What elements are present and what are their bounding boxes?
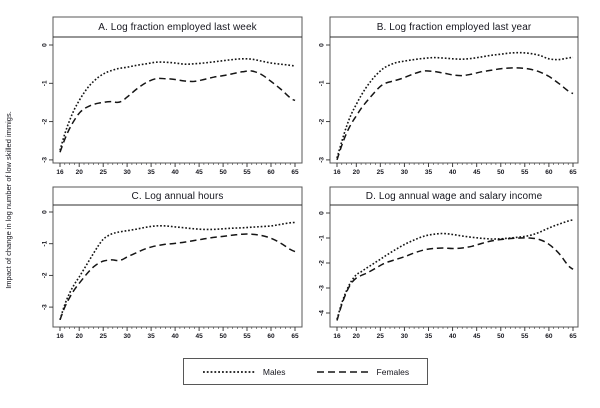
- x-tick-label: 40: [449, 169, 457, 176]
- x-tick-label: 60: [267, 333, 275, 340]
- x-tick-label: 60: [267, 169, 275, 176]
- panel-d-title: D. Log annual wage and salary income: [365, 191, 543, 202]
- x-tick-label: 35: [147, 333, 155, 340]
- females-curve-panel-c: [59, 233, 296, 321]
- x-tick-label: 50: [497, 333, 505, 340]
- x-tick-label: 16: [56, 169, 64, 176]
- panel-box: [329, 16, 579, 164]
- y-tick-label: 0: [42, 43, 49, 47]
- x-tick-label: 50: [219, 169, 227, 176]
- x-tick-label: 20: [353, 333, 361, 340]
- x-tick-label: 30: [401, 333, 409, 340]
- y-tick-label: -3: [319, 285, 326, 291]
- x-tick-label: 40: [449, 333, 457, 340]
- x-tick-label: 65: [569, 333, 577, 340]
- panel-box: [329, 186, 579, 328]
- x-tick-label: 45: [195, 169, 203, 176]
- x-tick-label: 55: [243, 169, 251, 176]
- females-curve-panel-a: [59, 70, 296, 153]
- panel-box: [52, 186, 303, 328]
- x-tick-label: 30: [401, 169, 409, 176]
- y-tick-label: -2: [319, 118, 326, 124]
- x-tick-label: 30: [123, 333, 131, 340]
- y-tick-label: -2: [42, 118, 49, 124]
- x-tick-label: 25: [100, 169, 108, 176]
- y-axis-label: Impact of change in log number of low sk…: [4, 111, 13, 289]
- legend: Males Females: [183, 358, 428, 385]
- x-tick-label: 60: [545, 333, 553, 340]
- panel-a-title: A. Log fraction employed last week: [98, 22, 257, 33]
- legend-label-females: Females: [376, 366, 410, 377]
- x-tick-label: 35: [425, 169, 433, 176]
- x-tick-label: 60: [545, 169, 553, 176]
- x-tick-label: 35: [425, 333, 433, 340]
- y-tick-label: -4: [319, 310, 326, 316]
- x-tick-label: 20: [353, 169, 361, 176]
- x-tick-label: 16: [333, 169, 341, 176]
- x-tick-label: 20: [76, 333, 84, 340]
- y-tick-label: -3: [319, 157, 326, 163]
- x-tick-label: 45: [473, 333, 481, 340]
- y-tick-label: 0: [319, 211, 326, 215]
- x-tick-label: 25: [100, 333, 108, 340]
- x-tick-label: 45: [473, 169, 481, 176]
- males-curve-panel-a: [59, 57, 296, 151]
- panel-c-title: C. Log annual hours: [131, 191, 224, 202]
- x-tick-label: 30: [123, 169, 131, 176]
- y-tick-label: 0: [42, 210, 49, 214]
- x-tick-label: 65: [291, 169, 299, 176]
- y-tick-label: -1: [319, 235, 326, 241]
- x-tick-label: 55: [521, 169, 529, 176]
- x-tick-label: 50: [497, 169, 505, 176]
- males-curve-panel-c: [59, 221, 296, 321]
- x-tick-label: 50: [219, 333, 227, 340]
- y-tick-label: -3: [42, 157, 49, 163]
- y-tick-label: -2: [319, 260, 326, 266]
- x-tick-label: 25: [377, 169, 385, 176]
- x-tick-label: 16: [56, 333, 64, 340]
- x-tick-label: 25: [377, 333, 385, 340]
- males-curve-panel-d: [336, 219, 574, 320]
- x-tick-label: 16: [333, 333, 341, 340]
- y-tick-label: 0: [319, 43, 326, 47]
- legend-label-males: Males: [262, 366, 286, 377]
- y-tick-label: -1: [42, 80, 49, 86]
- x-tick-label: 20: [76, 169, 84, 176]
- y-tick-label: -1: [319, 80, 326, 86]
- x-tick-label: 65: [569, 169, 577, 176]
- x-tick-label: 55: [521, 333, 529, 340]
- males-curve-panel-b: [336, 51, 574, 159]
- x-tick-label: 35: [147, 169, 155, 176]
- y-tick-label: -3: [42, 304, 49, 310]
- y-tick-label: -2: [42, 272, 49, 278]
- panel-b-title: B. Log fraction employed last year: [376, 22, 532, 33]
- males-line-sample: [202, 370, 255, 373]
- females-curve-panel-d: [336, 237, 574, 321]
- females-curve-panel-b: [336, 67, 574, 161]
- y-tick-label: -1: [42, 240, 49, 246]
- x-tick-label: 40: [171, 333, 179, 340]
- x-tick-label: 40: [171, 169, 179, 176]
- x-tick-label: 45: [195, 333, 203, 340]
- females-line-sample: [316, 370, 369, 373]
- x-tick-label: 65: [291, 333, 299, 340]
- panel-box: [52, 16, 303, 164]
- x-tick-label: 55: [243, 333, 251, 340]
